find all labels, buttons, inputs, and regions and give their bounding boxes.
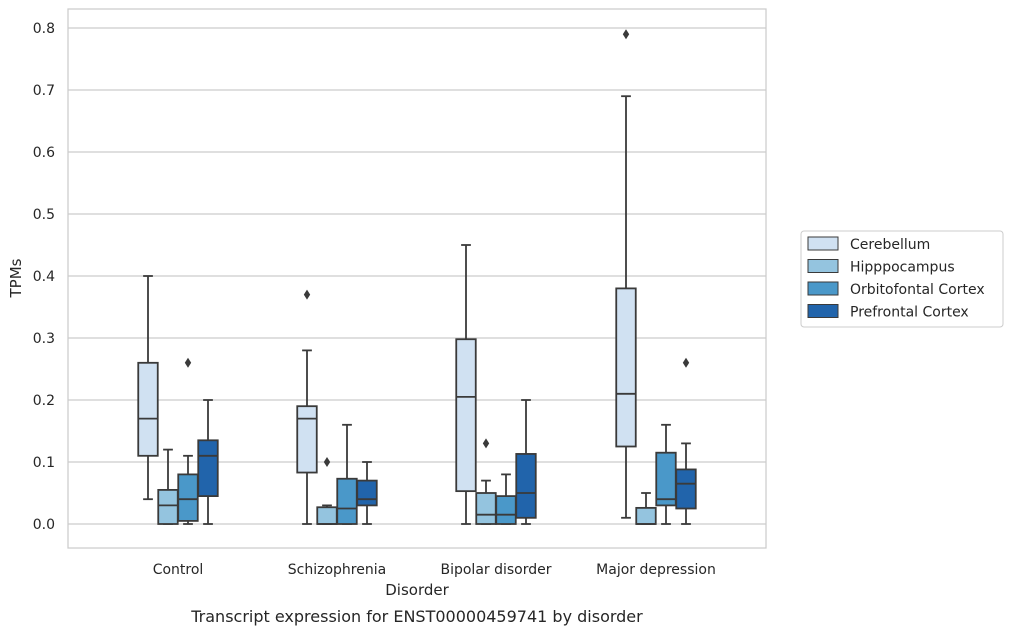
- box-iqr: [655, 451, 677, 507]
- legend-swatch: [807, 281, 839, 296]
- box-prefrontal-cortex: [197, 399, 219, 525]
- outlier-point: [482, 438, 490, 449]
- box-cerebellum: [296, 289, 318, 525]
- y-tick-label: 0.2: [33, 393, 55, 409]
- box-orbitofontal-cortex: [177, 357, 199, 525]
- legend-label: Prefrontal Cortex: [850, 305, 969, 321]
- chart-caption: Transcript expression for ENST0000045974…: [190, 607, 643, 626]
- y-tick-label: 0.6: [33, 145, 55, 161]
- x-tick-label: Control: [153, 562, 204, 578]
- box-iqr: [336, 477, 358, 525]
- y-tick-label: 0.1: [33, 455, 55, 471]
- y-tick-labels: 0.0 0.1 0.2 0.3 0.4 0.5 0.6 0.7 0.8: [33, 21, 55, 533]
- box-iqr: [137, 361, 159, 457]
- legend-swatch: [807, 259, 839, 273]
- y-tick-label: 0.3: [33, 331, 55, 347]
- legend-label: Orbitofontal Cortex: [850, 282, 985, 298]
- y-tick-label: 0.5: [33, 207, 55, 223]
- box-iqr: [455, 338, 477, 493]
- legend-label: Hipppocampus: [850, 260, 955, 276]
- outlier-point: [323, 457, 331, 467]
- box-iqr: [515, 453, 537, 519]
- x-tick-labels: Control Schizophrenia Bipolar disorder Majo…: [153, 562, 716, 578]
- box-orbitofontal-cortex: [655, 423, 677, 525]
- box-iqr: [675, 468, 697, 510]
- y-tick-label: 0.4: [33, 269, 55, 285]
- x-tick-label: Bipolar disorder: [440, 562, 551, 578]
- box-prefrontal-cortex: [515, 399, 537, 525]
- box-hipppocampus: [635, 492, 657, 525]
- box-prefrontal-cortex: [675, 357, 697, 525]
- box-iqr: [475, 492, 497, 525]
- box-iqr: [356, 479, 378, 507]
- x-tick-label: Major depression: [596, 562, 716, 578]
- box-iqr: [316, 506, 338, 525]
- box-cerebellum: [137, 275, 159, 501]
- legend-frame: [800, 230, 1004, 328]
- box-cerebellum: [615, 29, 637, 519]
- box-iqr: [296, 405, 318, 474]
- y-tick-label: 0.8: [33, 21, 55, 37]
- box-iqr: [177, 473, 199, 522]
- y-tick-label: 0.0: [33, 517, 55, 533]
- legend-label: Cerebellum: [850, 237, 930, 253]
- plot-frame: [67, 8, 767, 549]
- box-iqr: [157, 488, 179, 525]
- legend-swatch: [807, 304, 839, 318]
- box-series: [137, 29, 697, 525]
- box-iqr: [615, 287, 637, 448]
- box-cerebellum: [455, 244, 477, 525]
- box-hipppocampus: [157, 448, 179, 525]
- outlier-point: [682, 357, 690, 368]
- outlier-point: [303, 289, 311, 300]
- plot-background: [68, 9, 766, 548]
- x-axis-label: Disorder: [385, 581, 449, 599]
- outlier-point: [184, 357, 192, 368]
- legend-swatch: [807, 236, 839, 251]
- box-prefrontal-cortex: [356, 461, 378, 525]
- y-axis-label: TPMs: [7, 258, 25, 298]
- box-iqr: [635, 506, 657, 525]
- y-tick-label: 0.7: [33, 83, 55, 99]
- legend: Cerebellum Hipppocampus Orbitofontal Corte…: [800, 230, 1004, 328]
- box-iqr: [197, 439, 219, 497]
- x-tick-label: Schizophrenia: [288, 562, 386, 578]
- outlier-point: [622, 29, 630, 40]
- box-iqr: [495, 495, 517, 525]
